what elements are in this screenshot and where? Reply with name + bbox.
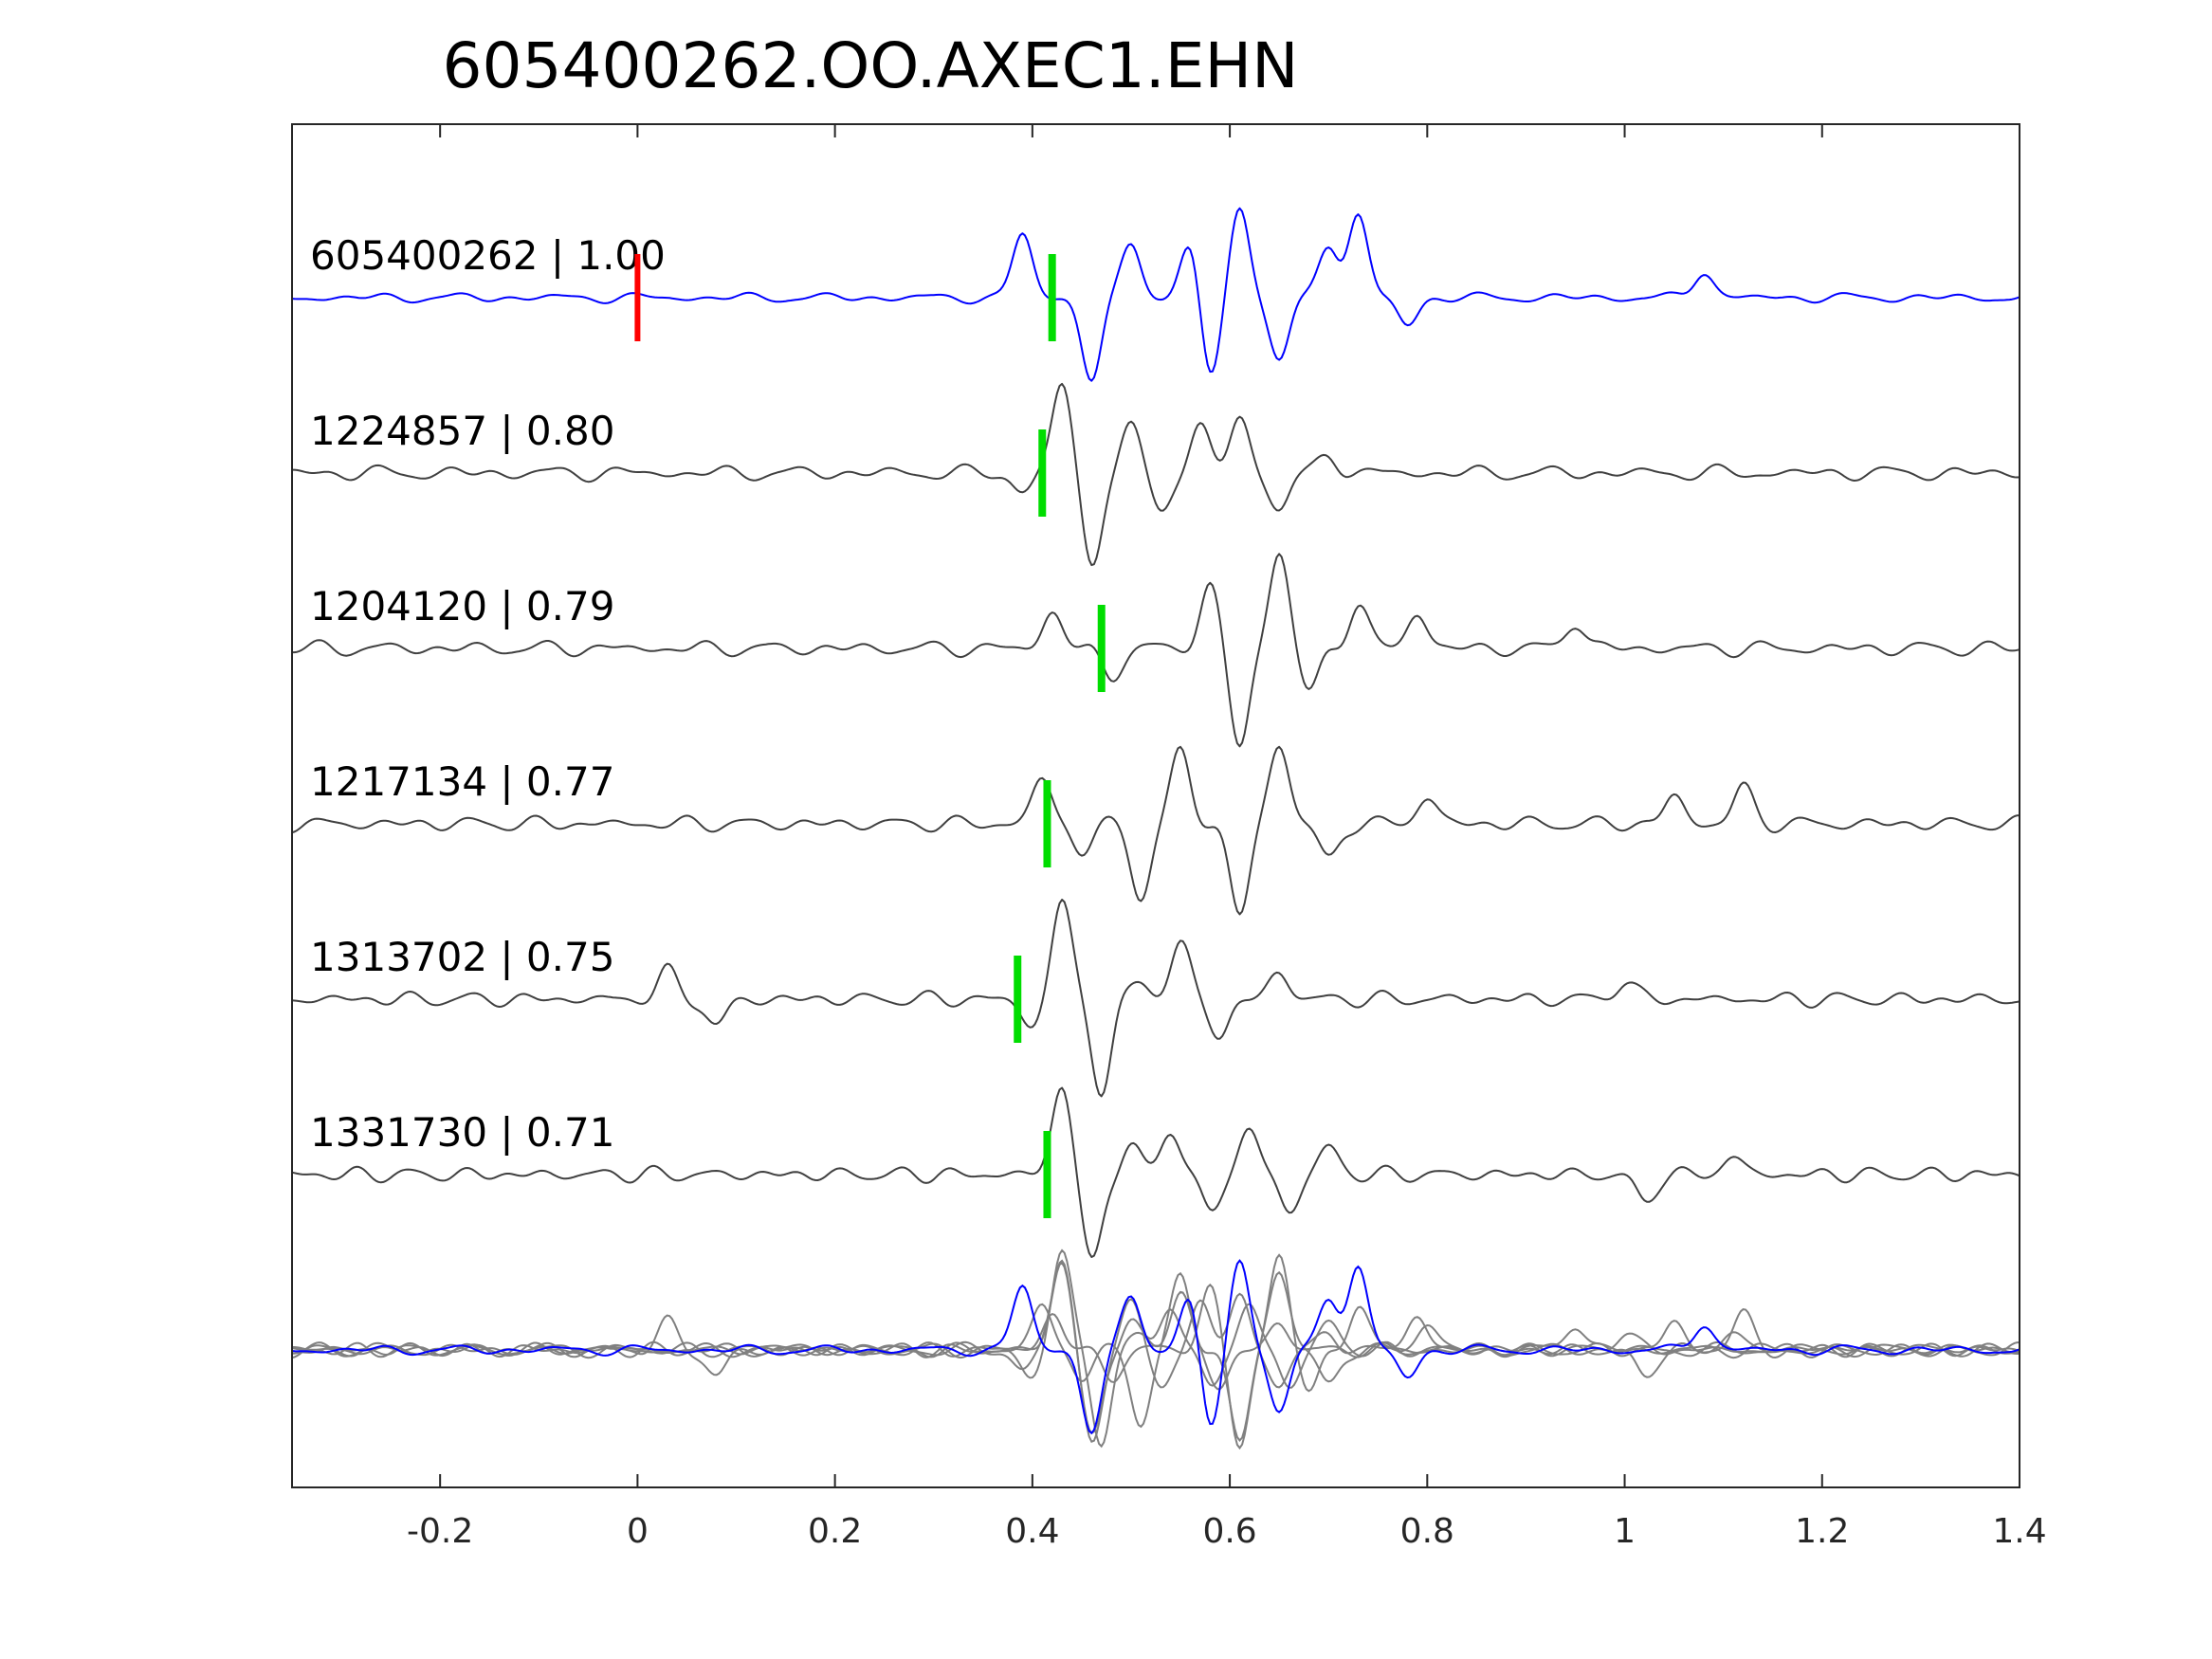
trace-waveform bbox=[291, 1086, 2020, 1258]
plot-area: 605400262 | 1.00 1224857 | 0.80 1204120 | … bbox=[291, 207, 2020, 1450]
x-axis: -0.2 0 0.2 0.4 0.6 0.8 1 1.2 1.4 bbox=[407, 124, 2047, 1551]
trace-label: 1224857 | 0.80 bbox=[310, 408, 614, 454]
x-tick-label: 0.2 bbox=[808, 1512, 862, 1551]
x-tick-label: 1 bbox=[1614, 1512, 1636, 1551]
overlay-trace bbox=[291, 1249, 2020, 1449]
x-tick-label: 0.4 bbox=[1005, 1512, 1059, 1551]
trace-waveform bbox=[291, 899, 2020, 1098]
x-tick-label: 1.4 bbox=[1992, 1512, 2046, 1551]
trace-waveform bbox=[291, 207, 2020, 382]
x-tick-label: 0.6 bbox=[1202, 1512, 1256, 1551]
trace-waveform bbox=[291, 745, 2020, 916]
chart-title: 605400262.OO.AXEC1.EHN bbox=[443, 29, 1299, 102]
x-tick-label: 0.8 bbox=[1400, 1512, 1454, 1551]
trace-label: 1204120 | 0.79 bbox=[310, 583, 614, 629]
x-tick-label: 0 bbox=[627, 1512, 649, 1551]
trace-label: 605400262 | 1.00 bbox=[310, 232, 666, 279]
axes-box bbox=[291, 123, 2020, 1488]
x-tick-label: 1.2 bbox=[1795, 1512, 1849, 1551]
trace-label: 1217134 | 0.77 bbox=[310, 758, 614, 805]
trace-label: 1331730 | 0.71 bbox=[310, 1109, 614, 1156]
overlay-trace bbox=[291, 1261, 2020, 1435]
trace-waveform bbox=[292, 553, 2020, 748]
trace-label: 1313702 | 0.75 bbox=[310, 934, 614, 980]
overlay-template-trace bbox=[291, 1259, 2020, 1435]
x-tick-label: -0.2 bbox=[407, 1512, 473, 1551]
overlay-trace bbox=[291, 1270, 2020, 1442]
trace-waveform bbox=[292, 382, 2020, 567]
